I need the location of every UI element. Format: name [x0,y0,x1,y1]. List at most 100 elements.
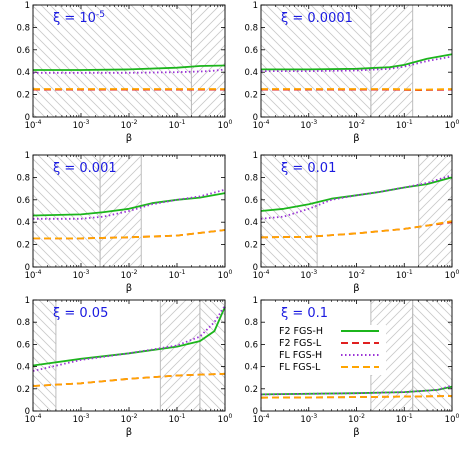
y-tick-label: 0.8 [244,318,258,328]
y-tick-label: 1 [253,1,258,11]
x-tick-label: 10-2 [121,269,138,281]
y-tick-label: 0 [25,407,30,417]
hatched-region [370,5,413,117]
y-tick-label: 0.8 [16,173,30,183]
panel-2: 0 0.2 0.4 0.6 0.8 1 10-4 10-3 10-2 10-1 100 β ξ = 0.… [244,1,459,144]
y-tick-label: 0.6 [244,340,258,350]
x-tick-label: 100 [218,413,233,425]
series-line [32,305,226,372]
y-tick-label: 0.2 [244,241,258,251]
x-axis-label: β [126,283,132,294]
series-line [260,395,453,399]
x-tick-label: 10-2 [348,269,365,281]
x-tick-label: 10-1 [396,413,413,425]
x-tick-label: 10-2 [121,119,138,131]
y-tick-label: 0.2 [16,385,30,395]
series-line [260,176,453,212]
y-tick-label: 0.2 [16,91,30,101]
y-tick-label: 0 [25,263,30,273]
x-tick-label: 10-1 [396,269,413,281]
panel-5: 0 0.2 0.4 0.6 0.8 1 10-4 10-3 10-2 10-1 100 β ξ = 0.… [16,296,232,438]
series-line [33,229,226,240]
x-tick-label: 100 [218,119,233,131]
hatched-region [261,5,371,117]
xi-annotation: ξ = 0.0001 [281,11,353,26]
series-line [33,64,226,71]
y-tick-label: 1 [25,151,30,161]
x-tick-label: 100 [218,269,233,281]
legend: F2 FGS-HF2 FGS-LFL FGS-HFL FGS-L [276,325,386,375]
y-tick-label: 1 [25,296,30,306]
plot-frame [32,154,226,268]
x-tick-label: 10-1 [169,119,186,131]
x-tick-label: 10-3 [73,269,90,281]
y-tick-label: 0.6 [16,196,30,206]
y-tick-label: 0.4 [244,68,258,78]
series-line [33,188,226,220]
x-tick-label: 10-1 [169,413,186,425]
legend-label: FL FGS-L [279,362,321,373]
hatched-region [160,300,200,411]
x-tick-label: 10-1 [169,269,186,281]
series-line [260,220,453,239]
series-line [32,192,226,217]
y-tick-label: 0.2 [244,91,258,101]
y-tick-label: 0.8 [244,173,258,183]
x-axis-label: β [126,427,132,438]
xi-annotation: ξ = 0.05 [53,306,108,321]
hatched-region [33,155,101,267]
xi-annotation: ξ = 10-5 [53,10,105,26]
y-tick-label: 0.8 [16,318,30,328]
xi-annotation: ξ = 0.001 [53,161,117,176]
y-tick-label: 0.6 [244,46,258,56]
series-line [33,68,226,74]
x-tick-label: 10-2 [348,413,365,425]
legend-label: F2 FGS-L [279,338,322,349]
legend-label: F2 FGS-H [279,326,323,337]
x-tick-label: 10-1 [396,119,413,131]
x-axis-label: β [126,133,132,144]
y-tick-label: 0.2 [16,241,30,251]
series-line [261,88,453,91]
series-line [260,385,453,396]
x-tick-label: 10-3 [300,269,317,281]
series-line [32,372,226,387]
y-tick-label: 1 [253,151,258,161]
xi-annotation: ξ = 0.1 [281,306,328,321]
hatched-region [33,300,56,411]
x-tick-label: 10-4 [253,413,270,425]
hatched-region [33,5,192,117]
plot-frame [32,4,226,118]
plot-frame [32,299,226,412]
x-tick-label: 10-4 [25,413,42,425]
y-tick-label: 0.6 [16,46,30,56]
y-tick-label: 0.8 [16,23,30,33]
y-tick-label: 0.8 [244,23,258,33]
x-tick-label: 10-4 [25,119,42,131]
y-tick-label: 0.4 [16,363,30,373]
y-tick-label: 0.4 [244,363,258,373]
legend-label: FL FGS-H [279,350,322,361]
x-tick-label: 10-4 [253,119,270,131]
y-tick-label: 1 [25,1,30,11]
y-tick-label: 0.6 [16,340,30,350]
x-axis-label: β [353,427,359,438]
x-tick-label: 10-3 [73,119,90,131]
x-axis-label: β [353,283,359,294]
x-tick-label: 10-3 [300,119,317,131]
panel-4: 0 0.2 0.4 0.6 0.8 1 10-4 10-3 10-2 10-1 100 β ξ = 0.… [244,151,459,294]
y-tick-label: 0.6 [244,196,258,206]
xi-annotation: ξ = 0.01 [281,161,336,176]
series-line [32,306,226,367]
y-tick-label: 0.4 [244,218,258,228]
plot-frame [260,299,453,412]
panel-6: 0 0.2 0.4 0.6 0.8 1 10-4 10-3 10-2 10-1 100 β ξ = 0.… [244,296,459,438]
hatched-region [191,5,225,117]
y-tick-label: 0 [253,263,258,273]
x-tick-label: 100 [445,413,460,425]
y-tick-label: 0 [253,113,258,123]
plot-frame [260,4,453,118]
series-line [261,55,453,72]
x-tick-label: 10-4 [253,269,270,281]
